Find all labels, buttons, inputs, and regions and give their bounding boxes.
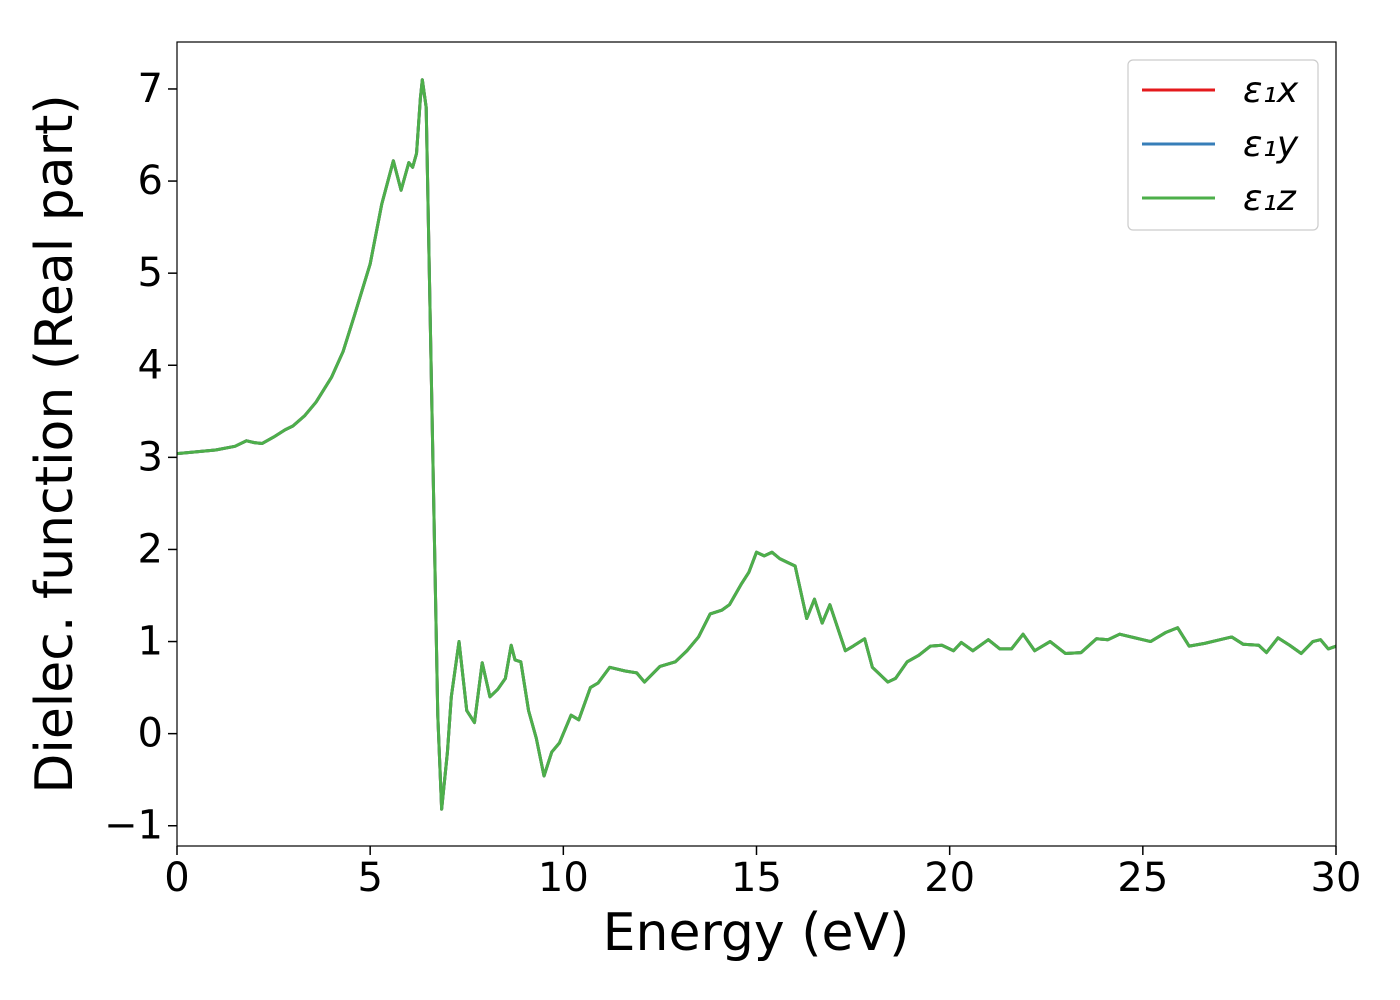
y-tick-label: 4 bbox=[138, 342, 163, 388]
y-tick-label: 5 bbox=[138, 250, 163, 296]
legend-label: ε₁y bbox=[1243, 124, 1299, 165]
legend-box bbox=[1127, 59, 1319, 231]
x-axis-label: Energy (eV) bbox=[603, 903, 910, 963]
x-tick-label: 5 bbox=[357, 855, 382, 901]
x-tick-label: 20 bbox=[924, 855, 975, 901]
y-tick-label: 7 bbox=[138, 66, 163, 112]
x-tick-label: 30 bbox=[1311, 855, 1362, 901]
y-tick-label: −1 bbox=[104, 803, 163, 849]
legend-label: ε₁x bbox=[1243, 70, 1299, 111]
x-tick-label: 25 bbox=[1117, 855, 1168, 901]
y-tick-label: 0 bbox=[138, 711, 163, 757]
y-tick-label: 1 bbox=[138, 619, 163, 665]
y-tick-label: 3 bbox=[138, 434, 163, 480]
legend-label: ε₁z bbox=[1243, 178, 1297, 219]
x-tick-label: 10 bbox=[538, 855, 589, 901]
y-axis-label: Dielec. function (Real part) bbox=[25, 94, 85, 793]
series-line bbox=[176, 78, 1337, 811]
plot-frame bbox=[176, 41, 1337, 847]
x-tick-label: 0 bbox=[164, 855, 189, 901]
x-tick-label: 15 bbox=[731, 855, 782, 901]
y-tick-label: 6 bbox=[138, 158, 163, 204]
y-tick-label: 2 bbox=[138, 526, 163, 572]
